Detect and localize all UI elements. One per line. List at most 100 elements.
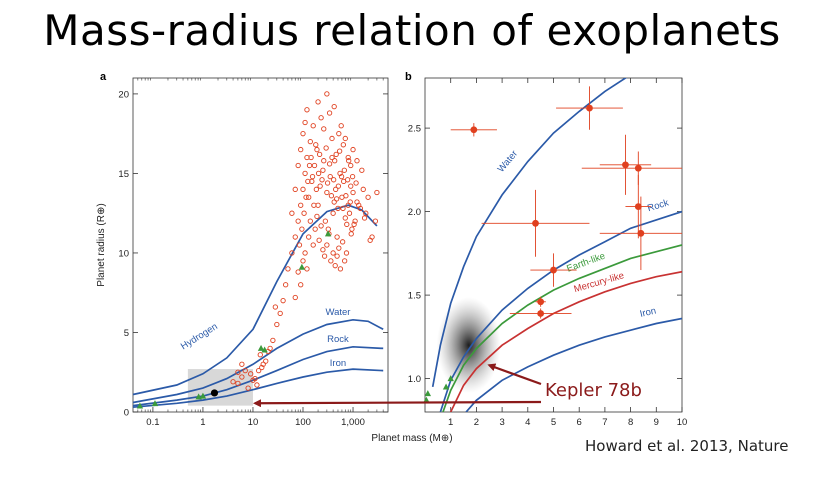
x-tick-label: 6 (577, 417, 582, 428)
solar-system-planet (423, 396, 430, 403)
exoplanet-point (318, 223, 324, 229)
exoplanet-point (260, 361, 266, 367)
x-tick-label: 100 (295, 417, 311, 428)
exoplanet-point (339, 239, 346, 245)
exoplanet-point (372, 218, 379, 224)
exoplanet-point (267, 345, 273, 352)
exoplanet-point (356, 202, 362, 208)
panel-a: 0.1 1 10 100 1,000 0 5 10 15 20 Hydrogen Water Rock I… (96, 71, 453, 444)
exoplanet-point (342, 258, 348, 264)
curve-rock (132, 345, 384, 407)
exoplanet-point (305, 178, 311, 185)
exoplanet-point (302, 250, 308, 256)
curve-label: Water (496, 148, 520, 174)
exoplanet-point (321, 126, 327, 132)
exoplanet-point (348, 183, 354, 189)
x-tick-label: 4 (525, 417, 530, 428)
exoplanet-point (319, 177, 325, 183)
exoplanet-point (321, 158, 327, 164)
curve-label: Earth-like (565, 251, 606, 275)
exoplanet-point (335, 183, 342, 189)
exoplanet-point (350, 146, 356, 153)
exoplanet-point (324, 91, 330, 97)
solar-system-planet (447, 375, 454, 382)
exoplanet-point (298, 282, 304, 288)
exoplanet-point (343, 250, 350, 256)
exoplanet-point (299, 226, 305, 232)
curve-iron (132, 368, 384, 409)
exoplanet-point (277, 310, 283, 317)
x-tick-label: 1 (200, 417, 205, 428)
exoplanet-point (332, 263, 338, 269)
exoplanet-point (361, 215, 368, 221)
citation: Howard et al. 2013, Nature (585, 437, 789, 455)
x-tick-label: 1,000 (341, 417, 365, 428)
exoplanet-point (292, 186, 298, 192)
exoplanet-point (586, 104, 593, 112)
exoplanet-point (353, 180, 359, 186)
exoplanet-point (338, 173, 345, 180)
exoplanet-point (335, 205, 341, 212)
exoplanet-point (306, 194, 312, 200)
curve-label: Iron (639, 306, 657, 320)
kepler-78b-point (210, 389, 219, 397)
x-tick-label: 8 (628, 417, 633, 428)
x-tick-label: 5 (551, 417, 556, 428)
exoplanet-point (340, 142, 346, 148)
y-tick-label: 2.0 (408, 207, 421, 218)
exoplanet-point (365, 194, 371, 200)
exoplanet-point (351, 221, 357, 227)
solar-system-planet (151, 400, 159, 407)
exoplanet-point (622, 161, 629, 169)
exoplanet-point (324, 242, 330, 248)
x-tick-label: 9 (654, 417, 659, 428)
exoplanet-point (314, 146, 320, 153)
exoplanet-point (256, 367, 262, 374)
exoplanet-point (470, 126, 478, 134)
exoplanet-point (352, 218, 358, 224)
solar-system-planet (136, 402, 144, 409)
exoplanet-point (348, 162, 354, 169)
exoplanet-point (344, 177, 351, 183)
exoplanet-point (289, 210, 295, 216)
exoplanet-point (537, 310, 545, 317)
exoplanet-point (318, 115, 324, 121)
curve-label: Mercury-like (573, 270, 626, 295)
y-axis-label: Planet radius (R⊕) (96, 203, 107, 286)
exoplanet-point (313, 142, 319, 148)
exoplanet-point (295, 162, 301, 169)
y-tick-label: 20 (118, 89, 129, 100)
exoplanet-point (242, 367, 248, 374)
exoplanet-point (301, 210, 307, 216)
exoplanet-point (274, 321, 280, 328)
exoplanet-point (342, 215, 348, 221)
curve-label: Water (325, 307, 350, 318)
exoplanet-point (304, 266, 310, 272)
exoplanet-point (304, 107, 310, 113)
solar-system-planet (257, 344, 265, 351)
curve-label: Iron (330, 358, 346, 369)
exoplanet-point (348, 231, 354, 237)
exoplanet-point (349, 173, 356, 180)
exoplanet-point (344, 221, 350, 227)
exoplanet-point (292, 294, 298, 301)
curve-iron (465, 317, 682, 412)
solar-system-planet (261, 346, 268, 353)
exoplanet-point (331, 177, 337, 183)
y-tick-label: 15 (118, 169, 129, 180)
exoplanet-point (637, 229, 645, 237)
exoplanet-point (329, 135, 335, 142)
exoplanet-point (334, 253, 340, 259)
exoplanet-point (270, 337, 276, 344)
exoplanet-point (326, 110, 333, 116)
exoplanet-point (289, 250, 295, 256)
y-tick-label: 10 (118, 248, 129, 259)
exoplanet-point (300, 258, 306, 264)
exoplanet-point (337, 170, 343, 177)
exoplanet-point (330, 210, 336, 216)
exoplanet-point (310, 123, 316, 129)
exoplanet-point (311, 162, 318, 169)
exoplanet-point (257, 352, 263, 358)
exoplanet-point (239, 374, 245, 380)
exoplanet-point (295, 218, 301, 224)
